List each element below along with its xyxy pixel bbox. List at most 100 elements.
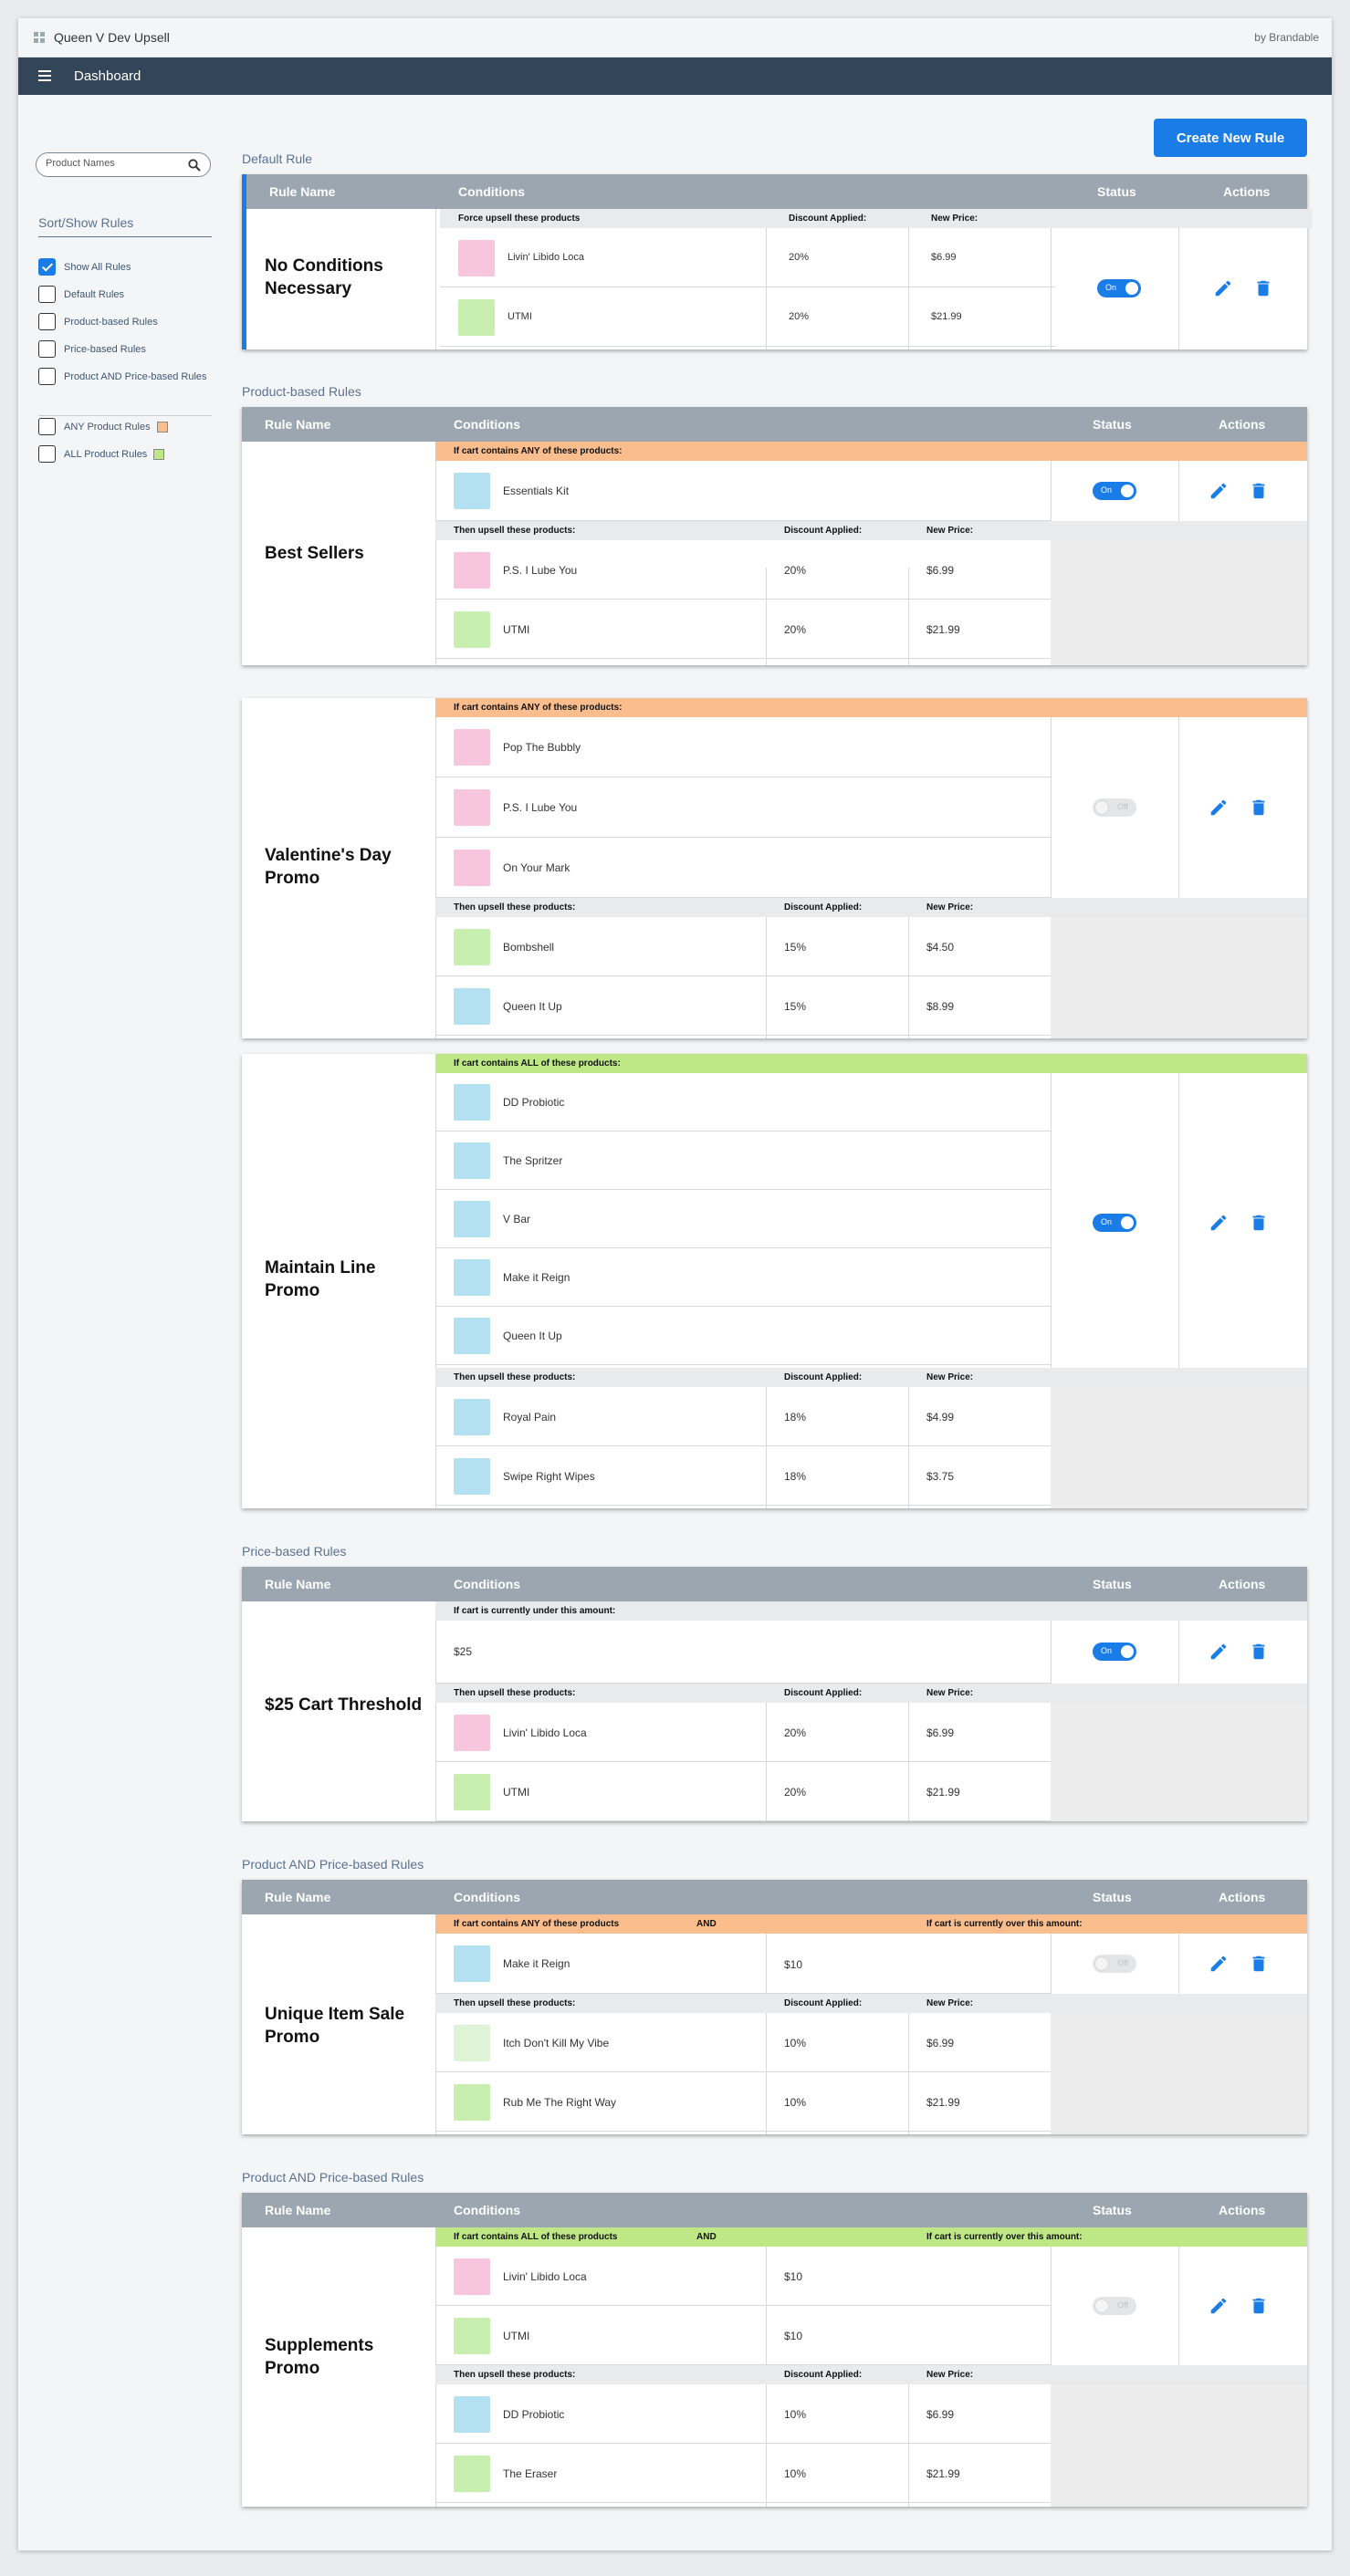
edit-icon[interactable] (1209, 2296, 1229, 2316)
filter-show-all[interactable]: Show All Rules (38, 258, 131, 276)
checkbox[interactable] (38, 286, 56, 303)
checkbox-checked[interactable] (38, 258, 56, 276)
trash-icon[interactable] (1249, 1642, 1269, 1662)
row-divider (435, 1131, 1051, 1132)
search-input[interactable] (46, 158, 183, 169)
condition-band (435, 2365, 1307, 2384)
section-title: Price-based Rules (242, 1544, 347, 1559)
discount-value: 20% (789, 251, 810, 263)
row-divider (435, 1820, 1051, 1821)
toggle-knob (1121, 1216, 1134, 1229)
column-divider (435, 1601, 436, 1821)
product-name: P.S. I Lube You (503, 563, 578, 577)
column-divider (908, 2384, 909, 2507)
nav-title[interactable]: Dashboard (74, 68, 141, 84)
checkbox[interactable] (38, 418, 56, 435)
checkbox[interactable] (38, 340, 56, 358)
column-divider (766, 2247, 767, 2365)
edit-icon[interactable] (1209, 1954, 1229, 1974)
column-divider (766, 209, 767, 349)
row-divider (435, 1364, 1051, 1365)
trash-icon[interactable] (1249, 2296, 1269, 2316)
status-toggle[interactable]: Off (1093, 2297, 1136, 2315)
product-name: Bombshell (503, 940, 555, 954)
band-label: New Price: (926, 902, 974, 913)
rule-name: Supplements Promo (265, 2336, 374, 2378)
checkbox[interactable] (38, 445, 56, 463)
status-toggle[interactable]: On (1093, 482, 1136, 500)
column-divider (908, 917, 909, 1038)
product-name: Pop The Bubbly (503, 741, 581, 754)
column-divider (908, 1387, 909, 1508)
rule-name: Maintain Line Promo (265, 1258, 376, 1300)
edit-icon[interactable] (1213, 278, 1233, 298)
row-divider (435, 520, 1051, 521)
filter-product-based[interactable]: Product-based Rules (38, 313, 158, 330)
search-icon[interactable] (188, 159, 201, 172)
discount-value: 20% (789, 310, 810, 322)
header-status: Status (1093, 1577, 1132, 1591)
column-divider (766, 1934, 767, 1994)
header-conditions: Conditions (454, 417, 521, 432)
band-label: If cart contains ANY of these products: (454, 703, 623, 713)
column-divider (908, 568, 909, 665)
edit-icon[interactable] (1209, 481, 1229, 501)
trash-icon[interactable] (1249, 798, 1269, 818)
discount-value: 10% (784, 2095, 807, 2109)
band-label: If cart is currently over this amount: (926, 1919, 1083, 1929)
column-divider (1051, 698, 1052, 1038)
condition-band (435, 698, 1307, 717)
sidebar-divider (38, 236, 212, 237)
condition-band (435, 1054, 1307, 1073)
filter-any-product[interactable]: ANY Product Rules (38, 418, 168, 435)
product-name: Queen It Up (503, 999, 562, 1013)
header-actions: Actions (1219, 2203, 1266, 2217)
trash-icon[interactable] (1249, 481, 1269, 501)
status-toggle[interactable]: On (1097, 279, 1141, 297)
product-name: Essentials Kit (503, 485, 570, 497)
status-toggle[interactable]: On (1093, 1214, 1136, 1232)
rule-name: No Conditions Necessary (265, 256, 383, 298)
menu-icon[interactable] (38, 70, 51, 81)
status-toggle[interactable]: Off (1093, 1955, 1136, 1973)
product-thumbnail (454, 1457, 490, 1495)
rule-card: Rule Name Conditions Status Actions Suppleme… (242, 2193, 1307, 2507)
band-label: Then upsell these products: (454, 1998, 576, 2008)
edit-icon[interactable] (1209, 1213, 1229, 1233)
band-label: New Price: (926, 2370, 974, 2380)
edit-icon[interactable] (1209, 1642, 1229, 1662)
sidebar-title: Sort/Show Rules (38, 215, 134, 230)
trash-icon[interactable] (1253, 278, 1273, 298)
band-label: Then upsell these products: (454, 526, 576, 536)
band-label: Discount Applied: (784, 902, 863, 913)
filter-default[interactable]: Default Rules (38, 286, 124, 303)
column-divider (766, 568, 767, 665)
filter-all-product[interactable]: ALL Product Rules (38, 445, 165, 463)
row-divider (435, 2305, 1051, 2306)
toggle-knob (1095, 2300, 1108, 2312)
checkbox[interactable] (38, 313, 56, 330)
trash-icon[interactable] (1249, 1213, 1269, 1233)
header-rule-name: Rule Name (265, 1577, 331, 1591)
band-label: If cart contains ALL of these products (454, 2232, 618, 2242)
create-rule-button[interactable]: Create New Rule (1154, 119, 1307, 157)
price-value: $21.99 (926, 1785, 960, 1799)
rule-name: Valentine's Day Promo (265, 846, 392, 888)
filter-product-and-price[interactable]: Product AND Price-based Rules (38, 368, 207, 385)
column-divider (435, 209, 436, 349)
product-name: V Bar (503, 1213, 531, 1225)
empty-cell (1051, 1703, 1307, 1821)
header-rule-name: Rule Name (269, 184, 336, 199)
checkbox[interactable] (38, 368, 56, 385)
product-name: Swipe Right Wipes (503, 1469, 595, 1483)
status-toggle[interactable]: On (1093, 1643, 1136, 1661)
column-divider (1051, 209, 1052, 349)
discount-value: 10% (784, 2407, 807, 2421)
toggle-knob (1095, 801, 1108, 814)
trash-icon[interactable] (1249, 1954, 1269, 1974)
filter-price-based[interactable]: Price-based Rules (38, 340, 146, 358)
edit-icon[interactable] (1209, 798, 1229, 818)
title-bar: Queen V Dev Upsell by Brandable (18, 18, 1332, 57)
section-title: Product AND Price-based Rules (242, 2170, 424, 2185)
status-toggle[interactable]: Off (1093, 798, 1136, 817)
